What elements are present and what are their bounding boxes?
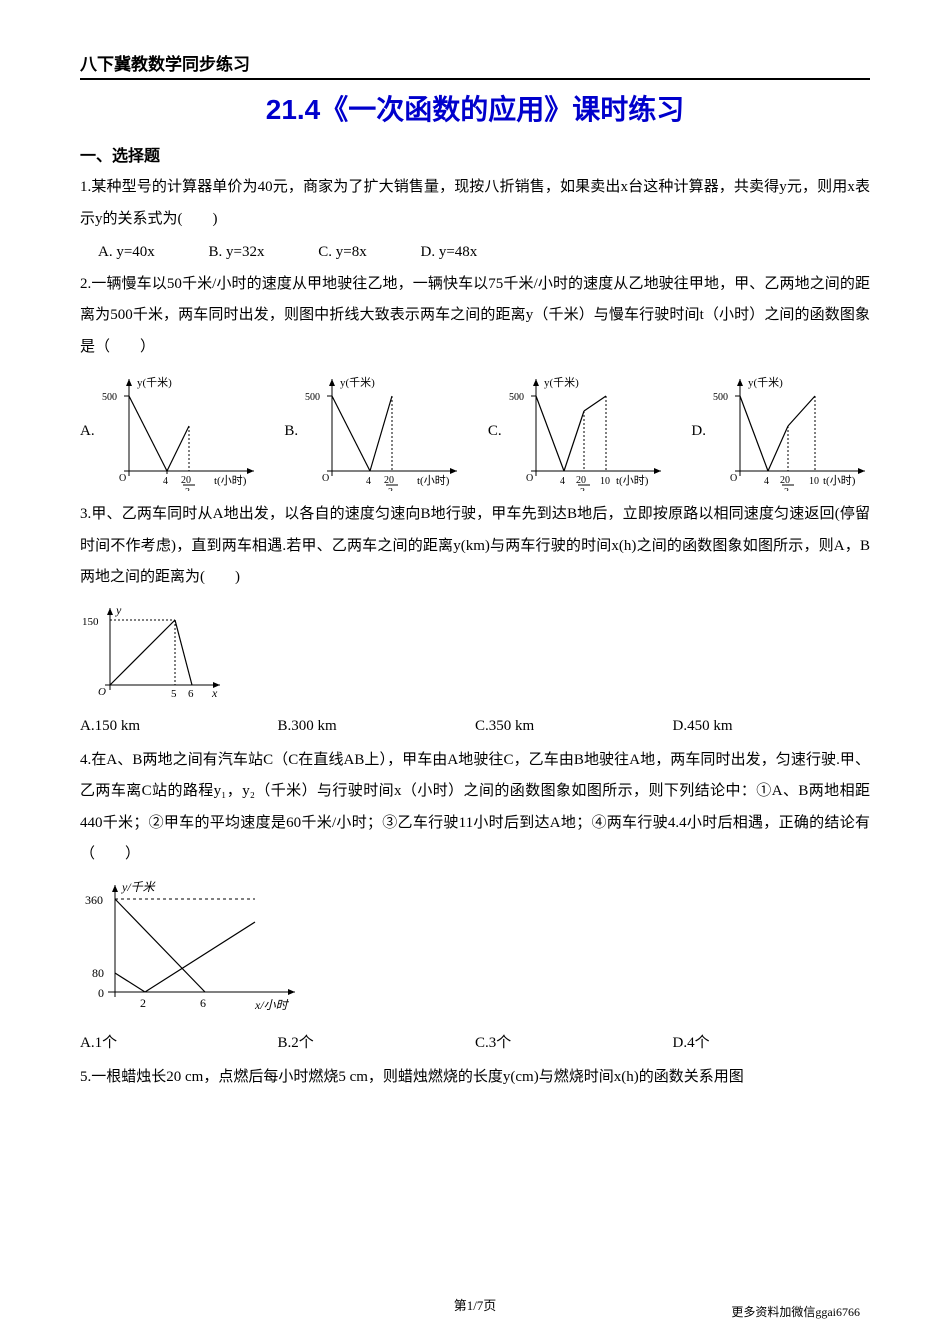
q2-graph-a: A. y(千米) t(小时) O 500 4 20 3 xyxy=(80,371,259,491)
svg-text:20: 20 xyxy=(780,475,790,486)
svg-text:4: 4 xyxy=(560,476,565,487)
svg-text:4: 4 xyxy=(366,476,371,487)
svg-text:500: 500 xyxy=(102,392,117,403)
svg-text:5: 5 xyxy=(171,688,177,700)
q3-graph-svg: y x O 150 5 6 xyxy=(80,600,230,700)
page-title: 21.4《一次函数的应用》课时练习 xyxy=(80,88,870,128)
svg-text:O: O xyxy=(119,473,126,484)
q2-graph-c: C. y(千米) t(小时) O 500 4 20 3 10 xyxy=(488,371,666,491)
q3-opt-c: C.350 km xyxy=(475,711,673,741)
svg-text:360: 360 xyxy=(85,893,103,907)
svg-text:3: 3 xyxy=(185,487,190,491)
svg-text:500: 500 xyxy=(713,392,728,403)
svg-text:t(小时): t(小时) xyxy=(823,474,856,487)
q1-options: A. y=40x B. y=32x C. y=8x D. y=48x xyxy=(98,237,870,269)
svg-text:500: 500 xyxy=(305,392,320,403)
question-5: 5.一根蜡烛长20 cm，点燃后每小时燃烧5 cm，则蜡烛燃烧的长度y(cm)与… xyxy=(80,1062,870,1094)
svg-text:6: 6 xyxy=(200,996,206,1010)
svg-text:4: 4 xyxy=(764,476,769,487)
svg-text:2: 2 xyxy=(140,996,146,1010)
q1-opt-a: A. y=40x xyxy=(98,244,155,260)
q2-label-d: D. xyxy=(691,423,706,440)
svg-text:t(小时): t(小时) xyxy=(214,474,247,487)
svg-text:4: 4 xyxy=(163,476,168,487)
svg-text:y(千米): y(千米) xyxy=(748,376,783,389)
q2-graph-b: B. y(千米) t(小时) O 500 4 20 3 xyxy=(284,371,462,491)
graph-b-svg: y(千米) t(小时) O 500 4 20 3 xyxy=(302,371,462,491)
svg-text:y/千米: y/千米 xyxy=(121,880,157,894)
header-subject: 八下冀教数学同步练习 xyxy=(80,50,870,80)
q4-opt-c: C.3个 xyxy=(475,1028,673,1058)
q1-opt-d: D. y=48x xyxy=(420,244,477,260)
q2-graphs: A. y(千米) t(小时) O 500 4 20 3 B. xyxy=(80,371,870,491)
question-1: 1.某种型号的计算器单价为40元，商家为了扩大销售量，现按八折销售，如果卖出x台… xyxy=(80,172,870,235)
q2-label-b: B. xyxy=(284,423,298,440)
q4-opt-b: B.2个 xyxy=(278,1028,476,1058)
section-heading: 一、选择题 xyxy=(80,142,870,166)
svg-text:O: O xyxy=(526,473,533,484)
svg-text:x: x xyxy=(211,686,218,700)
footer-note: 更多资料加微信ggai6766 xyxy=(731,1303,860,1320)
svg-text:O: O xyxy=(98,686,106,698)
svg-text:y(千米): y(千米) xyxy=(340,376,375,389)
svg-text:10: 10 xyxy=(809,476,819,487)
svg-text:y(千米): y(千米) xyxy=(137,376,172,389)
svg-text:y: y xyxy=(115,603,122,617)
svg-text:20: 20 xyxy=(181,475,191,486)
q4-opt-a: A.1个 xyxy=(80,1028,278,1058)
svg-text:y(千米): y(千米) xyxy=(544,376,579,389)
svg-text:6: 6 xyxy=(188,688,194,700)
q1-opt-c: C. y=8x xyxy=(318,244,366,260)
svg-text:3: 3 xyxy=(784,487,789,491)
svg-text:20: 20 xyxy=(576,475,586,486)
svg-text:O: O xyxy=(322,473,329,484)
svg-text:t(小时): t(小时) xyxy=(616,474,649,487)
svg-text:t(小时): t(小时) xyxy=(417,474,450,487)
graph-c-svg: y(千米) t(小时) O 500 4 20 3 10 xyxy=(506,371,666,491)
q4-opt-d: D.4个 xyxy=(673,1028,871,1058)
svg-text:x/小时: x/小时 xyxy=(254,998,290,1012)
q4-graph-svg: y/千米 x/小时 360 80 0 2 6 xyxy=(80,877,310,1017)
q2-label-c: C. xyxy=(488,423,502,440)
svg-text:3: 3 xyxy=(388,487,393,491)
graph-a-svg: y(千米) t(小时) O 500 4 20 3 xyxy=(99,371,259,491)
q4-graph: y/千米 x/小时 360 80 0 2 6 xyxy=(80,877,870,1022)
svg-text:0: 0 xyxy=(98,986,104,1000)
question-4: 4.在A、B两地之间有汽车站C（C在直线AB上），甲车由A地驶往C，乙车由B地驶… xyxy=(80,745,870,871)
svg-text:10: 10 xyxy=(600,476,610,487)
q3-opt-b: B.300 km xyxy=(278,711,476,741)
q3-opt-d: D.450 km xyxy=(673,711,871,741)
svg-text:80: 80 xyxy=(92,966,104,980)
q4-options: A.1个 B.2个 C.3个 D.4个 xyxy=(80,1028,870,1058)
question-2: 2.一辆慢车以50千米/小时的速度从甲地驶往乙地，一辆快车以75千米/小时的速度… xyxy=(80,269,870,364)
graph-d-svg: y(千米) t(小时) O 500 4 20 3 10 xyxy=(710,371,870,491)
q2-graph-d: D. y(千米) t(小时) O 500 4 20 3 10 xyxy=(691,371,870,491)
q3-opt-a: A.150 km xyxy=(80,711,278,741)
q3-options: A.150 km B.300 km C.350 km D.450 km xyxy=(80,711,870,741)
svg-text:O: O xyxy=(730,473,737,484)
question-3: 3.甲、乙两车同时从A地出发，以各自的速度匀速向B地行驶，甲车先到达B地后，立即… xyxy=(80,499,870,594)
svg-text:20: 20 xyxy=(384,475,394,486)
q2-label-a: A. xyxy=(80,423,95,440)
svg-text:500: 500 xyxy=(509,392,524,403)
svg-text:150: 150 xyxy=(82,616,99,628)
q1-opt-b: B. y=32x xyxy=(209,244,265,260)
svg-text:3: 3 xyxy=(580,487,585,491)
q3-graph: y x O 150 5 6 xyxy=(80,600,870,705)
